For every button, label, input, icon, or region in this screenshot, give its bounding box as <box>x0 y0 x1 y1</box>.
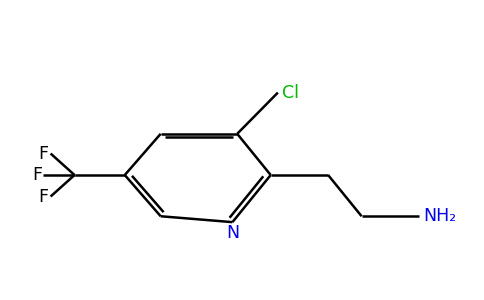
Text: NH₂: NH₂ <box>423 207 456 225</box>
Text: Cl: Cl <box>282 84 299 102</box>
Text: N: N <box>226 224 239 242</box>
Text: F: F <box>38 188 48 206</box>
Text: F: F <box>38 145 48 163</box>
Text: F: F <box>32 166 42 184</box>
